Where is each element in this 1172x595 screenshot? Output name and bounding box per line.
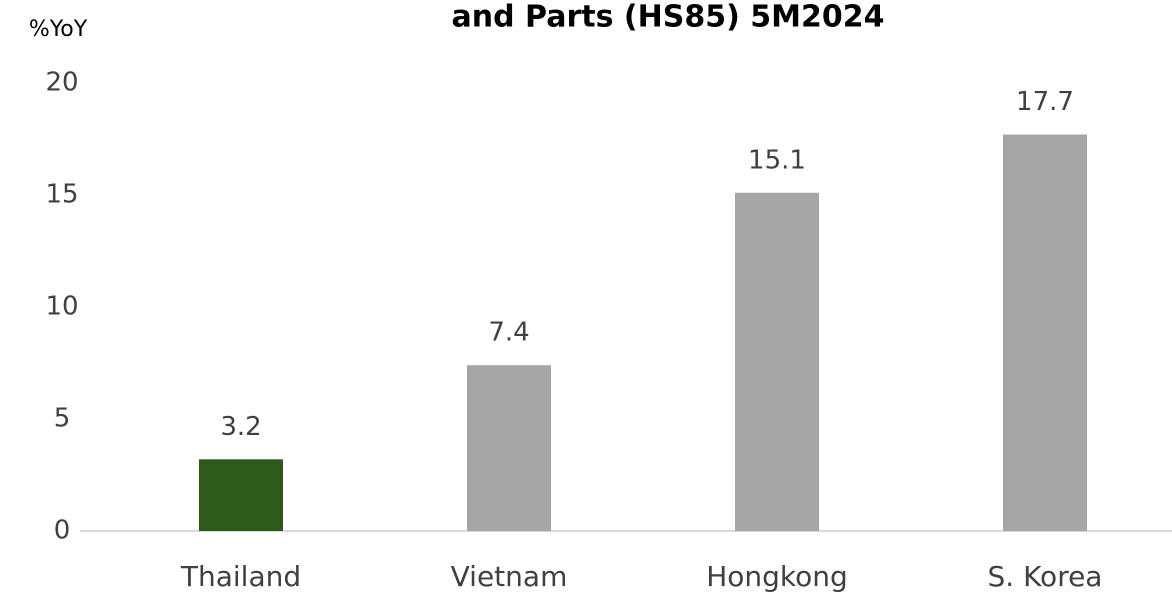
data-label: 15.1 [748,145,806,175]
data-label: 7.4 [488,318,529,348]
y-tick-label: 10 [45,292,78,322]
bar [467,365,551,531]
bar [735,192,819,531]
y-tick-label: 15 [45,180,78,210]
data-label: 3.2 [220,412,261,442]
data-label: 17.7 [1016,87,1074,117]
y-tick-label: 20 [45,68,78,98]
x-tick-label: S. Korea [988,560,1103,593]
bar [199,459,283,531]
y-axis-label: %YoY [29,17,88,42]
chart-title: and Parts (HS85) 5M2024 [452,0,885,35]
y-tick-label: 0 [54,516,71,546]
x-tick-label: Hongkong [706,560,848,593]
y-tick-label: 5 [54,404,71,434]
x-tick-label: Thailand [180,560,301,593]
bar [1003,134,1087,531]
x-tick-label: Vietnam [451,560,568,593]
